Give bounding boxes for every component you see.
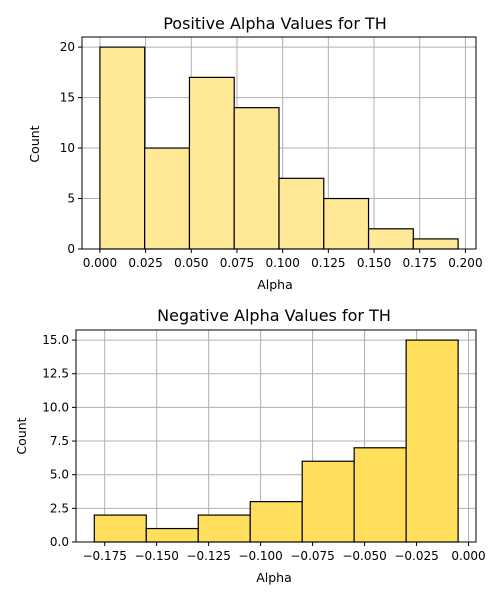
histogram-bar (233, 107, 280, 250)
x-tick-label: −0.175 (82, 549, 126, 563)
x-axis-label: Alpha (257, 277, 293, 292)
x-tick-label: 0.200 (448, 256, 482, 270)
y-tick-label: 5.0 (50, 468, 69, 482)
x-axis-label: Alpha (256, 570, 292, 585)
x-tick-label: −0.150 (134, 549, 178, 563)
y-tick-label: 0 (67, 242, 75, 256)
y-tick-label: 5 (67, 192, 75, 206)
chart-title: Positive Alpha Values for TH (163, 14, 387, 33)
x-tick-label: −0.125 (186, 549, 230, 563)
plot-area: −0.175 −0.150 −0.125 −0.100 −0.075 −0.050 −0.0… (42, 329, 486, 563)
x-tick-label: 0.175 (403, 256, 437, 270)
x-tick-label: 0.125 (311, 256, 345, 270)
histogram-bar (278, 177, 325, 250)
plot-area: 0.000 0.025 0.050 0.075 0.100 0.125 0.150 0.175… (60, 36, 483, 270)
y-tick-label: 2.5 (50, 501, 69, 515)
histogram-bar (144, 147, 191, 250)
histogram-bar (301, 460, 355, 543)
x-tick-label: 0.000 (451, 549, 485, 563)
histogram-bar (323, 197, 370, 250)
x-tick-label: −0.025 (394, 549, 438, 563)
y-axis-label: Count (14, 417, 29, 454)
histogram-bar (353, 447, 407, 543)
histogram-bar (188, 76, 235, 250)
x-tick-label: 0.050 (174, 256, 208, 270)
y-tick-label: 0.0 (50, 535, 69, 549)
y-tick-label: 15.0 (42, 333, 69, 347)
histogram-bar (367, 228, 414, 250)
y-tick-label: 12.5 (42, 367, 69, 381)
histogram-bar (99, 46, 146, 250)
histogram-bar (145, 527, 199, 543)
y-tick-label: 15 (60, 91, 75, 105)
x-tick-label: 0.075 (220, 256, 254, 270)
histogram-bar (93, 514, 147, 543)
histogram-bar (249, 501, 303, 543)
x-tick-label: 0.025 (128, 256, 162, 270)
chart-negative-alpha: Negative Alpha Values for TH Alpha Count… (14, 306, 486, 585)
axes-frame (81, 36, 477, 250)
y-tick-label: 20 (60, 40, 75, 54)
x-tick-label: 0.150 (357, 256, 391, 270)
axes-frame (75, 329, 477, 543)
histogram-bar (412, 238, 459, 250)
y-tick-label: 10 (60, 141, 75, 155)
x-tick-label: −0.100 (238, 549, 282, 563)
histogram-bar (197, 514, 251, 543)
chart-positive-alpha: Positive Alpha Values for TH Alpha Count… (27, 14, 483, 292)
x-tick-label: 0.100 (265, 256, 299, 270)
chart-title: Negative Alpha Values for TH (157, 306, 391, 325)
x-tick-label: −0.075 (290, 549, 334, 563)
x-tick-label: −0.050 (342, 549, 386, 563)
y-tick-label: 7.5 (50, 434, 69, 448)
histogram-bar (405, 339, 459, 543)
y-axis-label: Count (27, 125, 42, 162)
y-tick-label: 10.0 (42, 400, 69, 414)
x-tick-label: 0.000 (83, 256, 117, 270)
